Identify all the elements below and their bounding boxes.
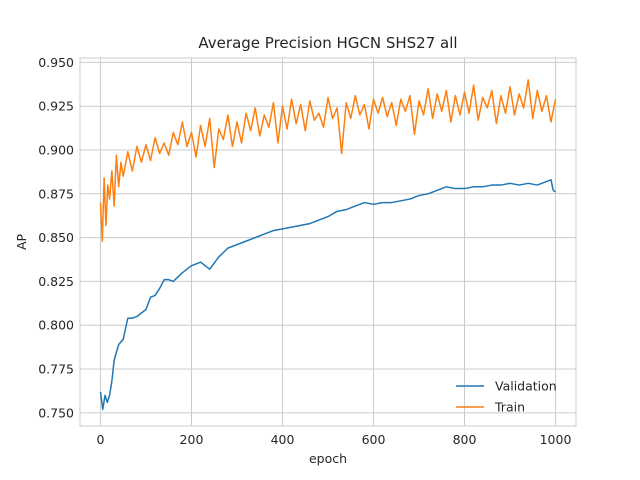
y-tick-label: 0.800 <box>38 318 74 333</box>
grid <box>80 58 576 426</box>
y-tick-labels: 0.750 0.775 0.800 0.825 0.850 0.875 0.900 0.925… <box>38 55 74 420</box>
x-tick-label: 0 <box>97 432 105 447</box>
plot-frame <box>79 57 577 427</box>
y-tick-label: 0.875 <box>38 186 74 201</box>
legend: Validation Train <box>456 379 557 415</box>
x-tick-label: 800 <box>453 432 477 447</box>
y-tick-label: 0.925 <box>38 99 74 114</box>
x-tick-label: 400 <box>271 432 295 447</box>
legend-label-validation: Validation <box>495 379 557 394</box>
y-tick-label: 0.825 <box>38 274 74 289</box>
chart-title: Average Precision HGCN SHS27 all <box>198 34 457 52</box>
series-line-train <box>99 79 557 242</box>
y-tick-label: 0.775 <box>38 362 74 377</box>
y-tick-label: 0.850 <box>38 230 74 245</box>
plot-area <box>80 58 576 426</box>
legend-label-train: Train <box>494 400 525 415</box>
y-tick-label: 0.900 <box>38 143 74 158</box>
x-tick-labels: 0 200 400 600 800 1000 <box>97 432 572 447</box>
x-axis-label: epoch <box>309 451 347 466</box>
x-tick-label: 200 <box>180 432 204 447</box>
x-tick-label: 1000 <box>540 432 572 447</box>
y-tick-label: 0.950 <box>38 55 74 70</box>
series-line-validation <box>99 179 556 411</box>
series-layer <box>99 79 557 411</box>
y-tick-label: 0.750 <box>38 405 74 420</box>
x-tick-label: 600 <box>362 432 386 447</box>
y-axis-label: AP <box>14 233 29 250</box>
